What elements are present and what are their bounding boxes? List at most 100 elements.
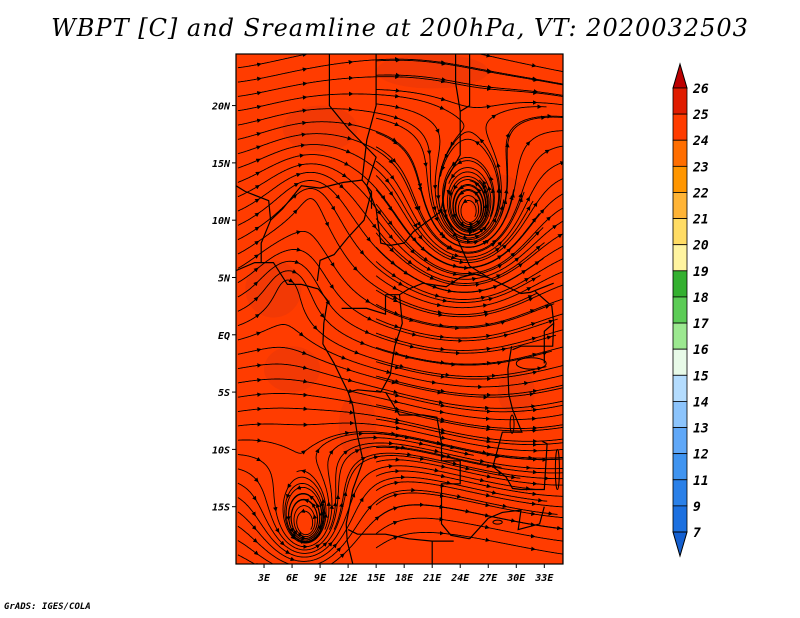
streamline xyxy=(375,504,563,530)
streamline-arrow xyxy=(330,262,335,268)
streamline xyxy=(237,54,563,73)
streamline-arrow xyxy=(253,281,259,287)
country-border xyxy=(455,54,461,112)
streamline-arrow xyxy=(279,540,285,546)
streamline xyxy=(237,249,558,342)
colorbar-label: 23 xyxy=(692,160,709,175)
colorbar-label: 18 xyxy=(693,291,709,306)
streamline-arrow xyxy=(325,300,331,306)
streamline-arrow xyxy=(367,505,372,510)
country-border xyxy=(361,54,377,209)
streamline xyxy=(237,393,563,432)
lon-tick-label: 33E xyxy=(534,573,554,584)
streamline-arrow xyxy=(312,325,318,331)
streamline-arrow xyxy=(388,234,394,240)
streamline xyxy=(237,324,563,388)
country-border xyxy=(385,273,489,296)
streamline-arrow xyxy=(502,244,507,250)
streamline-arrow xyxy=(365,298,371,303)
streamline-arrow xyxy=(552,225,558,230)
streamline-arrow xyxy=(254,226,260,232)
map-frame xyxy=(235,53,564,565)
streamline xyxy=(376,404,563,429)
streamline-arrow xyxy=(497,241,503,247)
lake-outline xyxy=(492,519,503,525)
streamline-arrow xyxy=(253,254,259,259)
streamline xyxy=(375,175,563,263)
streamline-arrow xyxy=(292,529,298,535)
streamline-arrow xyxy=(484,239,490,245)
lon-tick-label: 9E xyxy=(314,573,327,584)
streamline-arrow xyxy=(457,159,463,165)
colorbar-label: 24 xyxy=(692,134,709,149)
colorbar-segment xyxy=(672,479,688,507)
streamline-arrow xyxy=(546,216,552,222)
lon-tick-label: 27E xyxy=(478,573,498,584)
streamline xyxy=(237,476,548,562)
streamline-arrow xyxy=(506,248,511,253)
colorbar-label: 7 xyxy=(693,526,701,541)
colorbar-segment xyxy=(672,401,688,428)
streamline xyxy=(237,270,553,366)
lon-tick-label: 21E xyxy=(422,573,442,584)
streamline-arrow xyxy=(388,191,394,196)
streamline-arrow xyxy=(254,314,260,319)
streamline-arrow xyxy=(391,137,397,142)
streamline-arrow xyxy=(297,531,303,537)
colorbar-segment xyxy=(672,139,688,167)
colorbar-label: 26 xyxy=(692,82,709,97)
streamline-arrow xyxy=(490,242,496,247)
streamline-arrow xyxy=(496,255,503,260)
streamline-arrow xyxy=(497,264,503,269)
streamline-arrow xyxy=(479,228,485,233)
country-borders-layer xyxy=(236,54,563,564)
streamline xyxy=(237,437,474,548)
streamline-arrow xyxy=(491,114,497,120)
lat-tick-label: 5N xyxy=(218,273,231,284)
streamline-arrow xyxy=(474,198,480,204)
streamline-arrow xyxy=(420,246,426,252)
streamline-arrow xyxy=(292,194,298,199)
streamline-arrow xyxy=(252,495,257,501)
streamline-arrow xyxy=(525,196,530,202)
streamline-arrow xyxy=(459,221,465,227)
lat-tick-label: EQ xyxy=(218,331,230,342)
streamline-arrow xyxy=(339,183,344,189)
colorbar-segment xyxy=(672,505,688,533)
streamline xyxy=(375,329,563,351)
country-border xyxy=(440,54,471,209)
streamline-arrow xyxy=(343,450,348,455)
colorbar-segment xyxy=(672,322,688,350)
streamline xyxy=(375,313,563,339)
streamline-arrow xyxy=(535,245,541,251)
streamline-arrow xyxy=(291,532,296,538)
streamline-arrow xyxy=(392,140,398,145)
colorbar-segment xyxy=(672,244,688,272)
colorbar-label: 11 xyxy=(693,474,709,489)
colorbar-label: 22 xyxy=(692,186,709,201)
streamline-arrow xyxy=(275,527,280,533)
country-border xyxy=(562,527,563,564)
colorbar-segment xyxy=(672,270,688,298)
streamline xyxy=(237,431,563,459)
streamline-arrow xyxy=(479,138,485,144)
colorbar-segment xyxy=(672,87,688,115)
streamline-layer xyxy=(237,54,563,564)
streamline xyxy=(333,452,563,530)
lon-tick-label: 6E xyxy=(286,573,299,584)
colorbar-label: 20 xyxy=(692,239,709,254)
streamline-arrow xyxy=(510,252,516,258)
streamline xyxy=(376,74,563,96)
streamline-arrow xyxy=(451,173,456,179)
streamline xyxy=(375,145,563,253)
streamline xyxy=(237,230,555,329)
streamline xyxy=(237,260,557,354)
streamline xyxy=(237,154,540,268)
lat-tick-label: 10S xyxy=(212,445,230,456)
streamline-arrow xyxy=(376,209,381,216)
streamline xyxy=(315,432,563,530)
streamline xyxy=(376,116,563,244)
streamline-arrow xyxy=(482,180,487,186)
streamline xyxy=(375,470,563,497)
streamline-arrow xyxy=(473,191,479,196)
